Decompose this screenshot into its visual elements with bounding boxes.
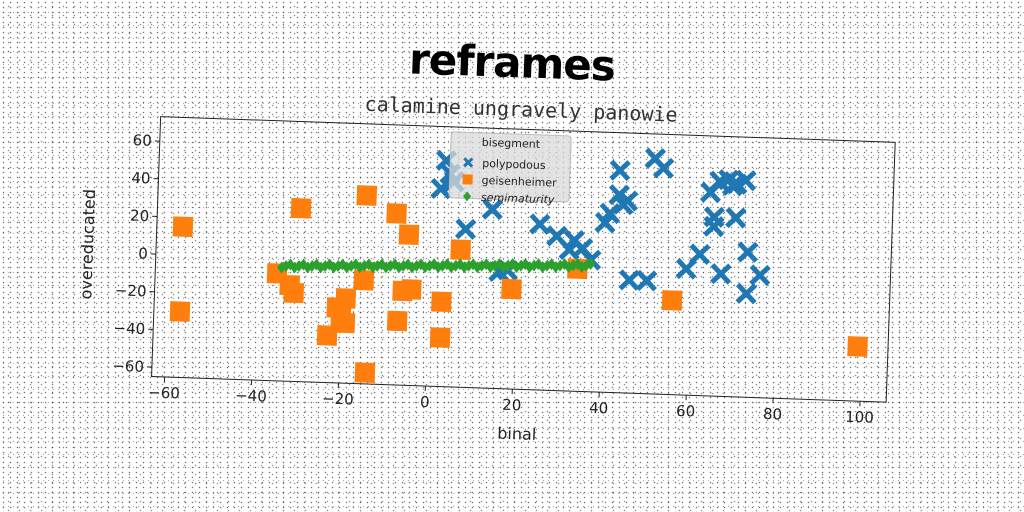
diamond-marker-point [573,258,583,271]
series-semimaturity [277,258,596,274]
x-marker-point [430,177,452,200]
x-marker-point [735,169,757,192]
diamond-marker-point [560,258,570,271]
square-marker-point [386,203,407,224]
x-marker-point [725,207,747,229]
diamond-marker-point [520,258,530,271]
square-marker-point [353,269,375,291]
diamond-marker-point [416,258,426,271]
square-marker-point [401,279,422,300]
x-marker-point [481,198,504,221]
diamond-marker-point [390,258,400,271]
x-marker-point [703,215,725,238]
legend-label: semimaturity [481,191,555,207]
chart-subtitle: calamine ungravely panowie [364,92,678,127]
diamond-marker-point [481,258,491,271]
x-marker-point [529,213,551,235]
diamond-marker-point [311,258,321,271]
y-axis-label: overeducated [76,189,99,300]
diamond-marker-point [403,258,413,271]
diamond-marker-point [351,258,361,271]
y-tick-label: 40 [131,169,151,188]
y-tick-label: 0 [138,245,148,263]
square-marker-point [661,290,683,311]
diamond-marker-point [533,258,543,271]
x-tick-label: 40 [589,399,609,418]
x-marker-point [749,264,771,286]
legend-marker [462,174,473,185]
diamond-marker-point [455,258,465,271]
legend: bisegment polypodous geisenheimersemimatur… [448,131,572,207]
legend-marker [463,191,472,202]
x-marker-point [616,190,639,212]
diamond-marker-point [377,258,387,271]
square-marker-point [334,312,356,334]
diamond-marker-point [298,258,308,271]
diamond-marker-point [285,258,295,271]
square-marker-point [283,282,305,304]
diamond-marker-point [494,258,504,271]
diamond-marker-point [442,258,452,271]
x-tick-label: −40 [235,386,267,405]
square-marker-point [316,325,338,346]
diamond-marker-point [586,258,596,271]
square-marker-point [356,185,378,206]
x-axis-label: binal [497,424,537,444]
y-tick-label: −60 [112,357,144,376]
square-marker-point [450,239,471,261]
x-marker-point [618,269,641,291]
diamond-marker-point [429,258,439,271]
x-tick-label: 80 [763,405,783,424]
square-marker-point [354,362,376,383]
x-tick-label: −20 [322,389,354,408]
x-marker-point [689,243,711,266]
x-marker-point [594,211,616,234]
diamond-marker-point [325,258,335,271]
axis-ticks: −60 −40 −20 0 20 40 60 80 100 −60 −40 −20 0 20 40 60 [112,131,874,427]
legend-marker [463,157,474,168]
x-tick-label: 60 [676,402,696,421]
x-marker-point [609,159,631,182]
diamond-marker-point [338,258,348,271]
data-marks [169,147,868,383]
x-marker-point [736,241,759,263]
x-tick-label: 20 [502,396,522,415]
legend-title: bisegment [482,136,541,151]
diamond-marker-point [547,258,557,271]
square-marker-point [398,224,420,246]
square-marker-point [290,197,312,219]
y-tick-label: −20 [115,281,147,300]
x-marker-point [675,258,698,280]
square-marker-point [429,327,451,348]
x-marker-point [710,263,732,285]
square-marker-point [335,288,357,309]
x-tick-label: 0 [420,393,430,411]
x-tick-label: −60 [148,383,180,402]
x-marker-point [599,202,621,225]
chart-figure: calamine ungravely panowie −60 −40 −20 0 20 4… [64,79,977,490]
square-marker-point [501,278,522,300]
plot-area [151,116,896,403]
x-marker-point [454,218,477,240]
legend-box [448,131,572,203]
scatter-chart: calamine ungravely panowie −60 −40 −20 0 20 4… [76,92,896,444]
diamond-marker-point [507,258,517,271]
x-tick-label: 100 [845,408,874,427]
diamond-marker-point [468,258,478,271]
x-marker-point [652,157,675,179]
x-marker-point [635,269,658,292]
y-tick-label: −40 [113,319,145,338]
square-marker-point [847,336,868,357]
square-marker-point [169,301,191,322]
y-tick-label: 60 [132,131,152,150]
legend-label: polypodous [482,157,546,172]
series-geisenheimer [169,185,868,383]
x-marker-point [735,282,758,305]
square-marker-point [386,310,408,332]
y-tick-label: 20 [130,207,150,226]
legend-label: geisenheimer [481,174,557,190]
diamond-marker-point [364,258,374,271]
square-marker-point [172,216,194,238]
square-marker-point [431,291,452,313]
